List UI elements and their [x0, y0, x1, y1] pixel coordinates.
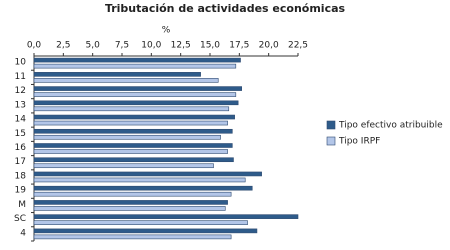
y-tick-label: 19 — [15, 186, 27, 196]
y-tick-label: 12 — [15, 86, 26, 96]
bar — [33, 100, 239, 106]
x-tick-label: 7,5 — [115, 41, 129, 51]
x-tick-label: 0,0 — [27, 41, 42, 51]
bar — [33, 114, 235, 120]
bar — [33, 149, 228, 154]
x-tick-label: 17,5 — [229, 41, 249, 51]
bar — [33, 228, 258, 234]
y-tick-label: 10 — [15, 58, 27, 68]
legend-swatch — [326, 120, 336, 130]
x-tick-label: 20,0 — [259, 41, 279, 51]
legend-swatch — [326, 136, 336, 146]
bar — [33, 57, 241, 63]
x-tick-label: 10,0 — [141, 41, 161, 51]
bar — [33, 120, 228, 126]
x-axis-label: % — [162, 26, 171, 36]
bar — [33, 106, 230, 112]
bar — [33, 134, 221, 140]
chart-title: Tributación de actividades económicas — [105, 2, 346, 15]
y-tick-label: 14 — [15, 115, 27, 125]
y-tick-label: 4 — [20, 228, 26, 238]
bar — [33, 234, 232, 240]
y-tick-label: 11 — [15, 72, 26, 82]
x-tick-label: 2,5 — [56, 41, 70, 51]
bar — [33, 177, 246, 183]
bar — [33, 157, 234, 163]
y-tick-label: 13 — [15, 100, 26, 110]
x-tick-label: 5,0 — [86, 41, 101, 51]
bar — [33, 92, 237, 97]
bar — [33, 191, 232, 197]
x-tick-label: 22,5 — [288, 41, 308, 51]
x-tick-label: 12,5 — [171, 41, 191, 51]
bar — [33, 185, 253, 191]
bar — [33, 171, 262, 177]
legend-label: Tipo IRPF — [338, 137, 380, 147]
bar — [33, 220, 248, 225]
bar — [33, 163, 214, 169]
bar — [33, 128, 233, 134]
bar — [33, 63, 237, 69]
y-tick-label: 18 — [15, 171, 27, 181]
bar — [33, 72, 201, 77]
x-tick-label: 15,0 — [200, 41, 220, 51]
bar — [33, 206, 226, 211]
y-tick-label: 15 — [15, 129, 26, 139]
bar — [33, 143, 233, 148]
bar — [33, 200, 228, 205]
y-tick-label: SC — [14, 214, 26, 224]
legend-label: Tipo efectivo atribuible — [338, 121, 443, 131]
bar — [33, 214, 299, 219]
y-tick-label: 16 — [15, 143, 27, 153]
y-tick-label: M — [18, 200, 26, 210]
y-tick-label: 17 — [15, 157, 26, 167]
bar — [33, 78, 219, 83]
bar — [33, 86, 242, 91]
